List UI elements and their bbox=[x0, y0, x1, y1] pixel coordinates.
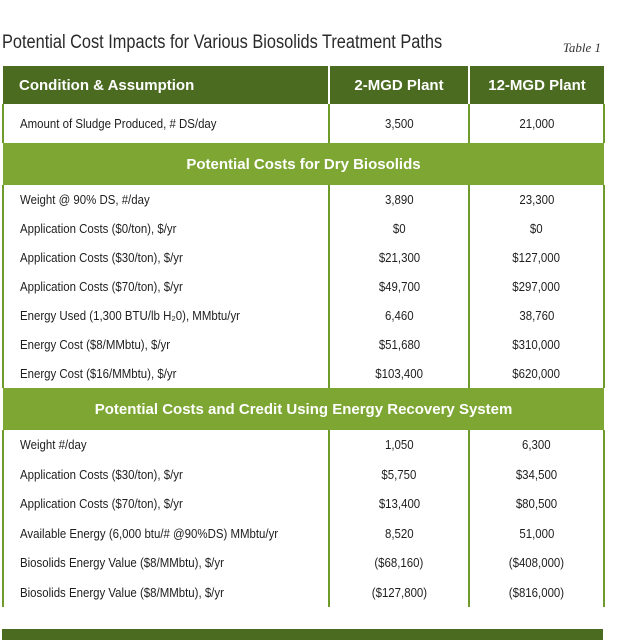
row-value-12mgd: 51,000 bbox=[468, 518, 605, 548]
row-value-12mgd: $127,000 bbox=[468, 243, 605, 272]
row-label: Energy Used (1,300 BTU/lb H₂0), MMbtu/yr bbox=[2, 301, 330, 330]
table-row: Weight #/day 1,050 6,300 bbox=[2, 430, 605, 460]
table-title: Potential Cost Impacts for Various Bioso… bbox=[2, 32, 443, 53]
section1-rows: Weight @ 90% DS, #/day 3,890 23,300 Appl… bbox=[2, 185, 605, 388]
row-value-2mgd: ($68,160) bbox=[328, 548, 470, 578]
row-value-12mgd: 6,300 bbox=[468, 430, 605, 460]
row-value-2mgd: $0 bbox=[328, 214, 470, 243]
table-row: Biosolids Energy Value ($8/MMbtu), $/yr … bbox=[2, 548, 605, 578]
table-number-label: Table 1 bbox=[562, 40, 601, 55]
row-label: Biosolids Energy Value ($8/MMbtu), $/yr bbox=[2, 577, 330, 607]
row-label: Weight #/day bbox=[2, 430, 330, 460]
table-header-group: Condition & Assumption 2-MGD Plant 12-MG… bbox=[3, 66, 604, 104]
row-value-2mgd: 3,890 bbox=[328, 185, 470, 214]
table-row: Biosolids Energy Value ($8/MMbtu), $/yr … bbox=[2, 577, 605, 607]
row-value-12mgd: $34,500 bbox=[468, 459, 605, 489]
row-value-2mgd: 8,520 bbox=[328, 518, 470, 548]
row-value-2mgd: $5,750 bbox=[328, 459, 470, 489]
table-row: Application Costs ($0/ton), $/yr $0 $0 bbox=[2, 214, 605, 243]
section1-header-group: Potential Costs for Dry Biosolids bbox=[3, 143, 604, 185]
row-value-12mgd: 23,300 bbox=[468, 185, 605, 214]
table-row: Weight @ 90% DS, #/day 3,890 23,300 bbox=[2, 185, 605, 214]
table-row: Energy Cost ($16/MMbtu), $/yr $103,400 $… bbox=[2, 359, 605, 388]
row-label: Biosolids Energy Value ($8/MMbtu), $/yr bbox=[2, 548, 330, 578]
row-value-12mgd: $310,000 bbox=[468, 330, 605, 359]
cost-impact-table: Condition & Assumption 2-MGD Plant 12-MG… bbox=[2, 66, 605, 607]
row-value-2mgd: ($127,800) bbox=[328, 577, 470, 607]
row-label: Available Energy (6,000 btu/# @90%DS) MM… bbox=[2, 518, 330, 548]
row-value-12mgd: $297,000 bbox=[468, 272, 605, 301]
row-label: Amount of Sludge Produced, # DS/day bbox=[2, 104, 330, 143]
row-label: Weight @ 90% DS, #/day bbox=[2, 185, 330, 214]
row-value-2mgd: 3,500 bbox=[328, 104, 470, 143]
table-row: Energy Used (1,300 BTU/lb H₂0), MMbtu/yr… bbox=[2, 301, 605, 330]
row-value-2mgd: 6,460 bbox=[328, 301, 470, 330]
row-label: Application Costs ($30/ton), $/yr bbox=[2, 243, 330, 272]
table-bottom-border bbox=[2, 629, 603, 640]
table-row: Application Costs ($70/ton), $/yr $49,70… bbox=[2, 272, 605, 301]
row-value-2mgd: $51,680 bbox=[328, 330, 470, 359]
table-row: Amount of Sludge Produced, # DS/day 3,50… bbox=[2, 104, 605, 143]
row-value-12mgd: 21,000 bbox=[468, 104, 605, 143]
row-value-12mgd: $80,500 bbox=[468, 489, 605, 519]
table-row: Application Costs ($30/ton), $/yr $21,30… bbox=[2, 243, 605, 272]
row-value-2mgd: $103,400 bbox=[328, 359, 470, 388]
row-value-2mgd: $21,300 bbox=[328, 243, 470, 272]
row-value-2mgd: $49,700 bbox=[328, 272, 470, 301]
row-value-12mgd: $0 bbox=[468, 214, 605, 243]
section-title: Potential Costs and Credit Using Energy … bbox=[3, 388, 604, 430]
row-value-2mgd: $13,400 bbox=[328, 489, 470, 519]
row-value-12mgd: $620,000 bbox=[468, 359, 605, 388]
table-header-row: Condition & Assumption 2-MGD Plant 12-MG… bbox=[3, 66, 604, 104]
table-row: Energy Cost ($8/MMbtu), $/yr $51,680 $31… bbox=[2, 330, 605, 359]
row-label: Energy Cost ($8/MMbtu), $/yr bbox=[2, 330, 330, 359]
row-label: Application Costs ($0/ton), $/yr bbox=[2, 214, 330, 243]
row-label: Application Costs ($70/ton), $/yr bbox=[2, 489, 330, 519]
row-label: Energy Cost ($16/MMbtu), $/yr bbox=[2, 359, 330, 388]
section2-rows: Weight #/day 1,050 6,300 Application Cos… bbox=[2, 430, 605, 607]
section-header-energy-recovery: Potential Costs and Credit Using Energy … bbox=[3, 388, 604, 430]
section2-header-group: Potential Costs and Credit Using Energy … bbox=[3, 388, 604, 430]
header-condition: Condition & Assumption bbox=[3, 66, 330, 104]
row-value-2mgd: 1,050 bbox=[328, 430, 470, 460]
intro-group: Amount of Sludge Produced, # DS/day 3,50… bbox=[2, 104, 605, 143]
section-header-dry-biosolids: Potential Costs for Dry Biosolids bbox=[3, 143, 604, 185]
header-2mgd: 2-MGD Plant bbox=[329, 66, 470, 104]
table-row: Application Costs ($30/ton), $/yr $5,750… bbox=[2, 459, 605, 489]
header-12mgd: 12-MGD Plant bbox=[469, 66, 604, 104]
row-label: Application Costs ($70/ton), $/yr bbox=[2, 272, 330, 301]
row-label: Application Costs ($30/ton), $/yr bbox=[2, 459, 330, 489]
table-row: Available Energy (6,000 btu/# @90%DS) MM… bbox=[2, 518, 605, 548]
row-value-12mgd: ($408,000) bbox=[468, 548, 605, 578]
table-row: Application Costs ($70/ton), $/yr $13,40… bbox=[2, 489, 605, 519]
section-title: Potential Costs for Dry Biosolids bbox=[3, 143, 604, 185]
row-value-12mgd: 38,760 bbox=[468, 301, 605, 330]
row-value-12mgd: ($816,000) bbox=[468, 577, 605, 607]
